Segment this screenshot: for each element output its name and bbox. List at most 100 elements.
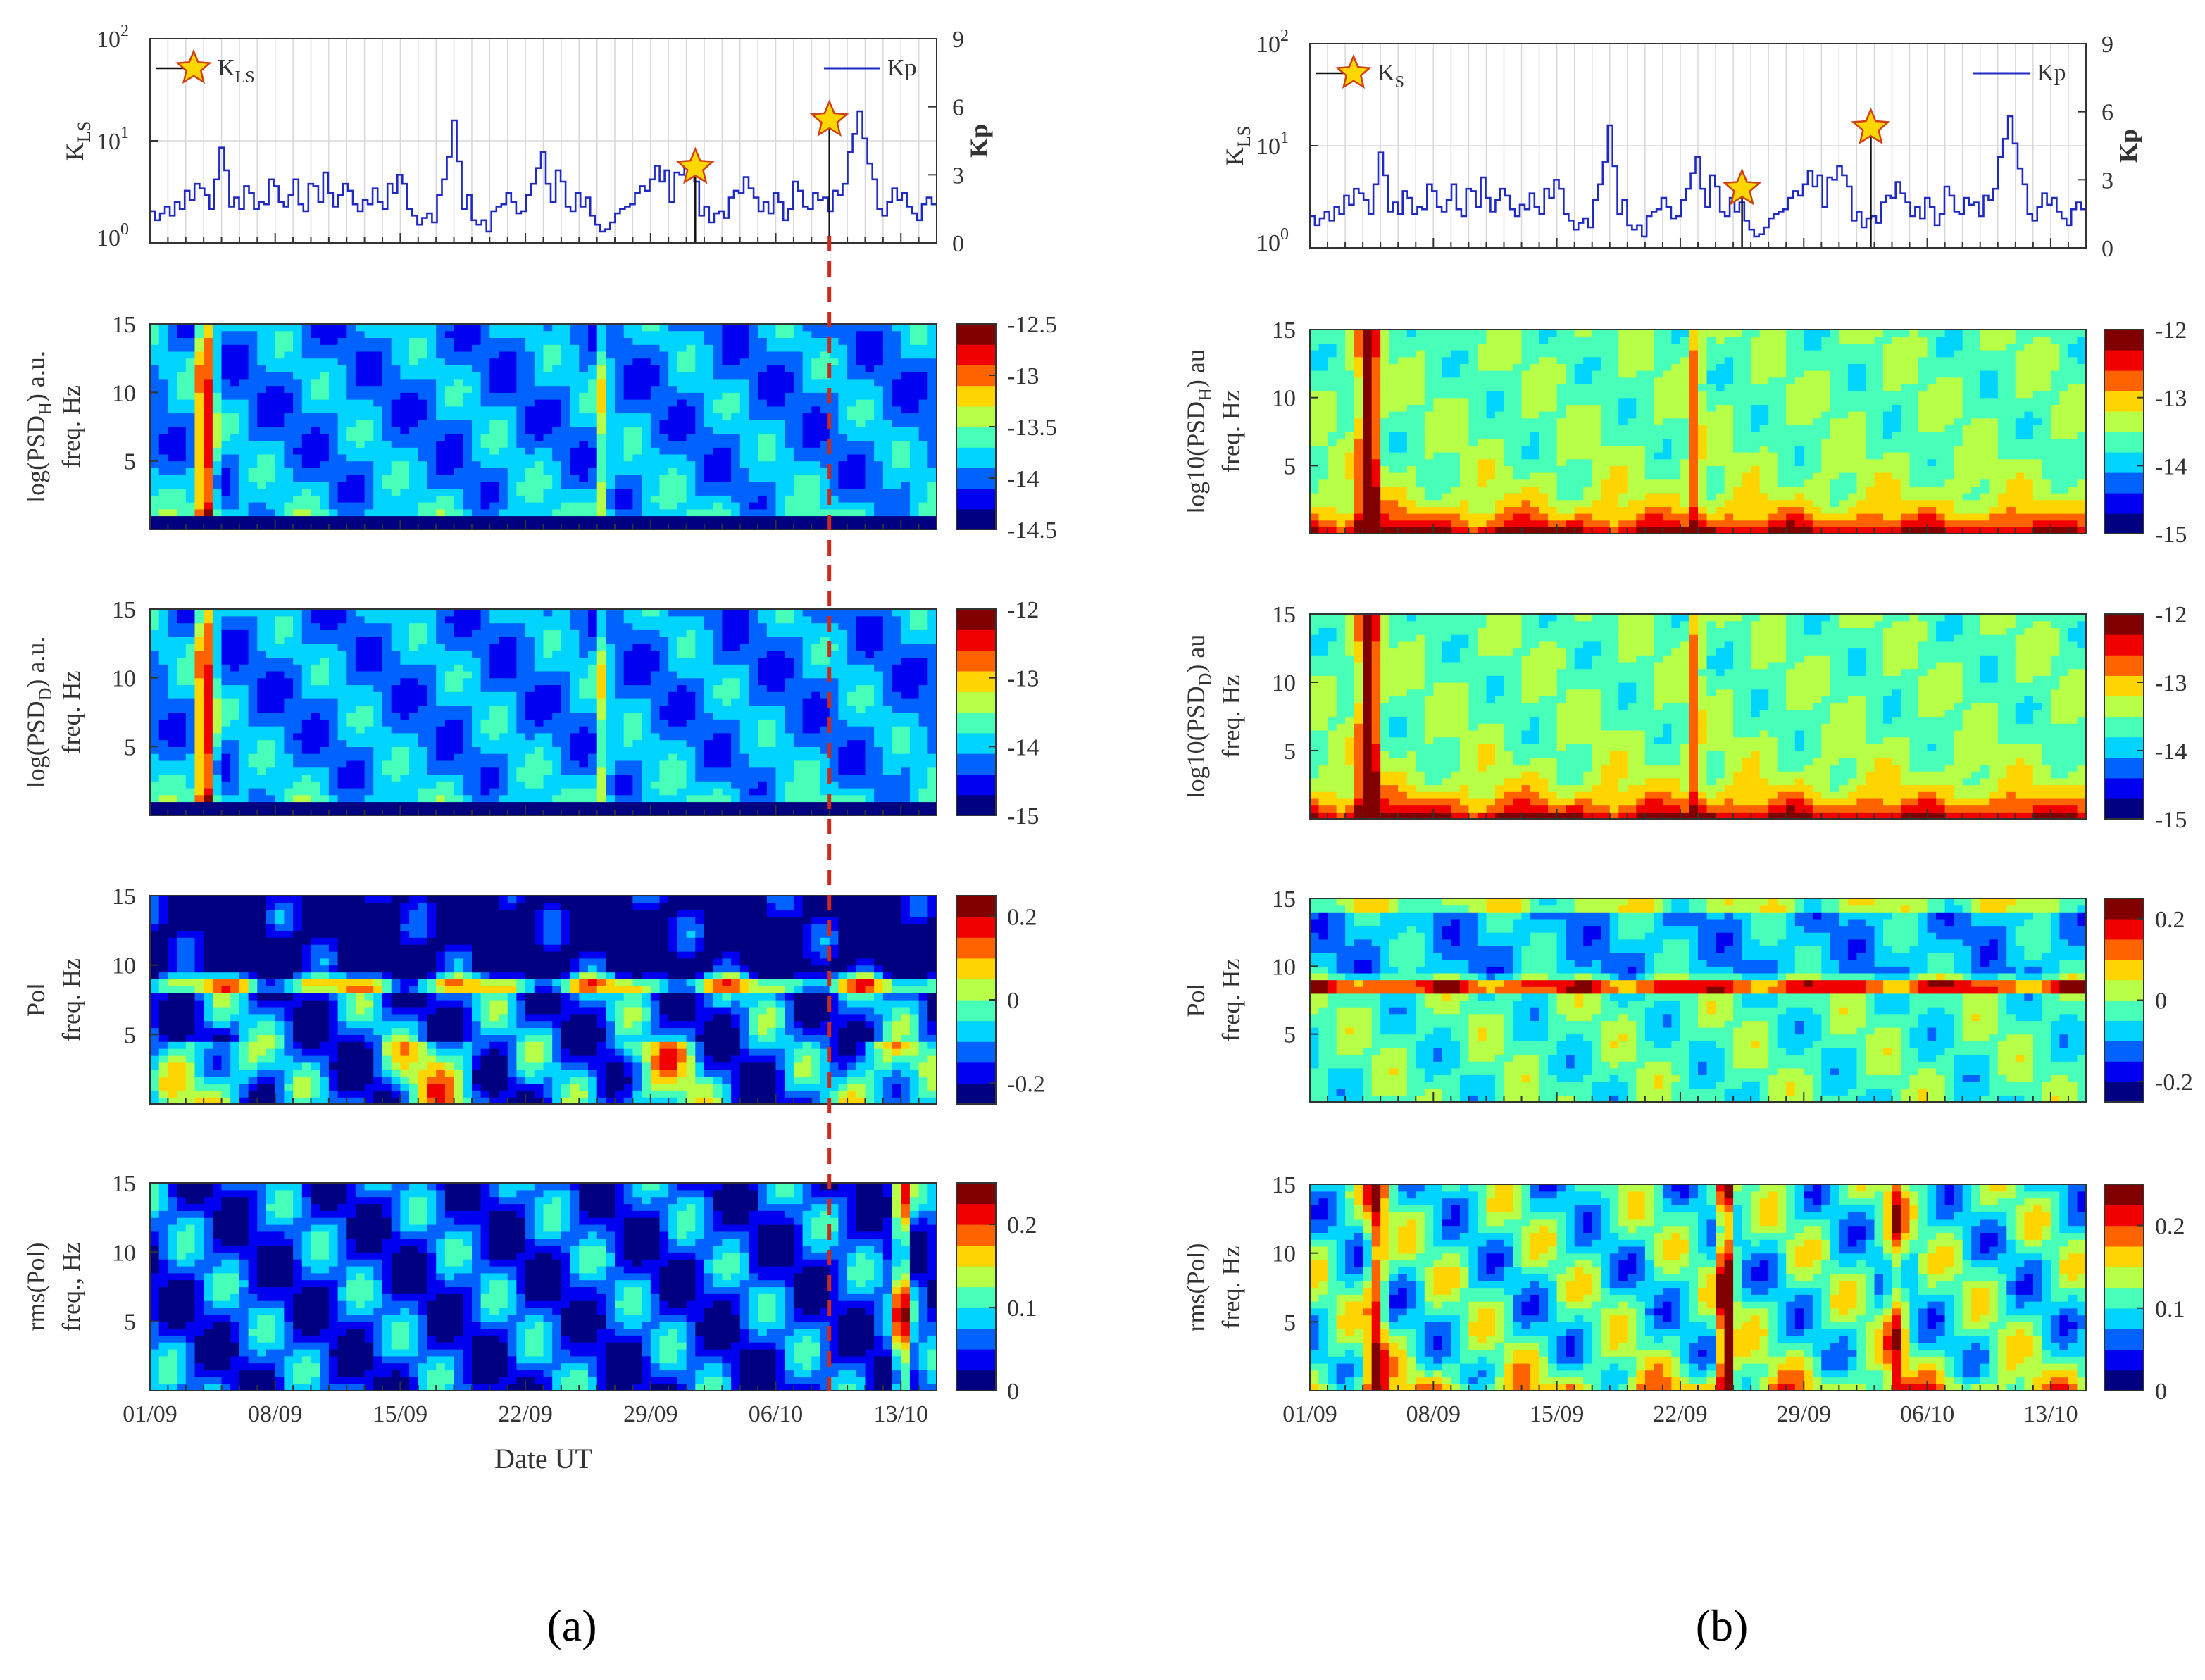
heatmap-cell	[739, 330, 750, 338]
heatmap-cell	[1486, 343, 1496, 351]
heatmap-cell	[1609, 506, 1619, 514]
heatmap-cell	[1830, 438, 1839, 446]
heatmap-cell	[1318, 384, 1328, 391]
heatmap-cell	[856, 330, 866, 338]
heatmap-cell	[820, 372, 830, 380]
heatmap-cell	[1733, 418, 1743, 425]
heatmap-cell	[1618, 363, 1628, 371]
heatmap-cell	[1345, 397, 1355, 405]
heatmap-cell	[1777, 370, 1787, 378]
heatmap-cell	[1883, 432, 1893, 439]
heatmap-cell	[1556, 493, 1566, 501]
heatmap-cell	[1671, 356, 1681, 364]
heatmap-cell	[1310, 330, 1320, 337]
heatmap-cell	[1416, 527, 1425, 534]
heatmap-cell	[1371, 445, 1381, 453]
heatmap-cell	[472, 447, 482, 455]
heatmap-cell	[301, 427, 312, 434]
heatmap-cell	[1680, 445, 1690, 453]
heatmap-cell	[686, 372, 696, 380]
heatmap-cell	[507, 344, 517, 352]
heatmap-cell	[596, 365, 606, 372]
heatmap-cell	[1839, 452, 1849, 460]
heatmap-cell	[811, 488, 821, 496]
heatmap-cell	[1328, 397, 1337, 405]
y-tick-label-right: 0	[2101, 236, 2113, 262]
heatmap-cell	[829, 365, 839, 372]
heatmap-cell	[1495, 330, 1505, 337]
heatmap-cell	[758, 468, 768, 475]
heatmap-cell	[1901, 465, 1911, 473]
heatmap-cell	[1804, 418, 1813, 425]
heatmap-cell	[239, 406, 249, 414]
heatmap-cell	[1716, 363, 1725, 371]
heatmap-cell	[1777, 458, 1787, 466]
heatmap-cell	[1794, 370, 1804, 378]
heatmap-cell	[1839, 343, 1849, 351]
heatmap-cell	[230, 358, 240, 365]
heatmap-cell	[927, 468, 937, 475]
heatmap-cell	[1856, 432, 1866, 439]
heatmap-cell	[185, 324, 196, 332]
heatmap-cell	[739, 460, 750, 468]
heatmap-cell	[882, 475, 893, 482]
heatmap-cell	[785, 337, 794, 345]
heatmap-cell	[615, 399, 625, 407]
heatmap-cell	[499, 495, 508, 503]
heatmap-cell	[1468, 458, 1478, 466]
heatmap-cell	[150, 378, 160, 387]
heatmap-cell	[722, 468, 732, 475]
heatmap-cell	[1468, 472, 1478, 480]
heatmap-cell	[293, 358, 303, 365]
heatmap-cell	[1644, 343, 1654, 351]
heatmap-cell	[570, 440, 580, 448]
heatmap-cell	[1442, 330, 1451, 337]
heatmap-cell	[248, 351, 258, 359]
heatmap-cell	[275, 337, 285, 345]
heatmap-cell	[1371, 452, 1381, 460]
heatmap-cell	[927, 392, 937, 400]
heatmap-cell	[561, 515, 571, 523]
heatmap-cell	[1609, 472, 1619, 480]
heatmap-cell	[856, 324, 866, 332]
heatmap-cell	[472, 468, 482, 475]
heatmap-cell	[1539, 458, 1549, 466]
heatmap-cell	[275, 406, 285, 414]
heatmap-cell	[1742, 343, 1751, 351]
heatmap-cell	[400, 406, 410, 414]
heatmap-cell	[909, 337, 920, 345]
heatmap-cell	[266, 372, 276, 380]
heatmap-cell	[1521, 499, 1531, 507]
heatmap-cell	[212, 502, 223, 510]
heatmap-cell	[454, 508, 463, 517]
heatmap-cell	[1310, 472, 1320, 480]
heatmap-cell	[257, 481, 267, 489]
heatmap-cell	[1583, 397, 1593, 405]
heatmap-cell	[1477, 445, 1487, 453]
heatmap-cell	[1556, 350, 1566, 358]
heatmap-cell	[275, 392, 285, 400]
heatmap-cell	[865, 495, 875, 503]
heatmap-cell	[1601, 506, 1611, 514]
heatmap-cell	[1592, 343, 1601, 351]
heatmap-cell	[239, 522, 249, 530]
heatmap-cell	[758, 399, 768, 407]
heatmap-cell	[713, 358, 723, 365]
colorbar-segment	[956, 488, 996, 510]
heatmap-cell	[1336, 479, 1346, 487]
heatmap-cell	[1521, 452, 1531, 460]
heatmap-cell	[418, 399, 428, 407]
heatmap-cell	[1398, 438, 1408, 446]
heatmap-cell	[838, 337, 848, 345]
heatmap-cell	[328, 488, 339, 496]
heatmap-cell	[1318, 527, 1328, 534]
heatmap-cell	[373, 372, 383, 380]
heatmap-cell	[444, 453, 455, 462]
heatmap-cell	[785, 406, 794, 414]
heatmap-cell	[1513, 330, 1523, 337]
heatmap-cell	[337, 475, 347, 482]
heatmap-cell	[516, 475, 526, 482]
heatmap-cell	[275, 385, 285, 393]
heatmap-cell	[561, 372, 571, 380]
heatmap-cell	[391, 378, 401, 387]
